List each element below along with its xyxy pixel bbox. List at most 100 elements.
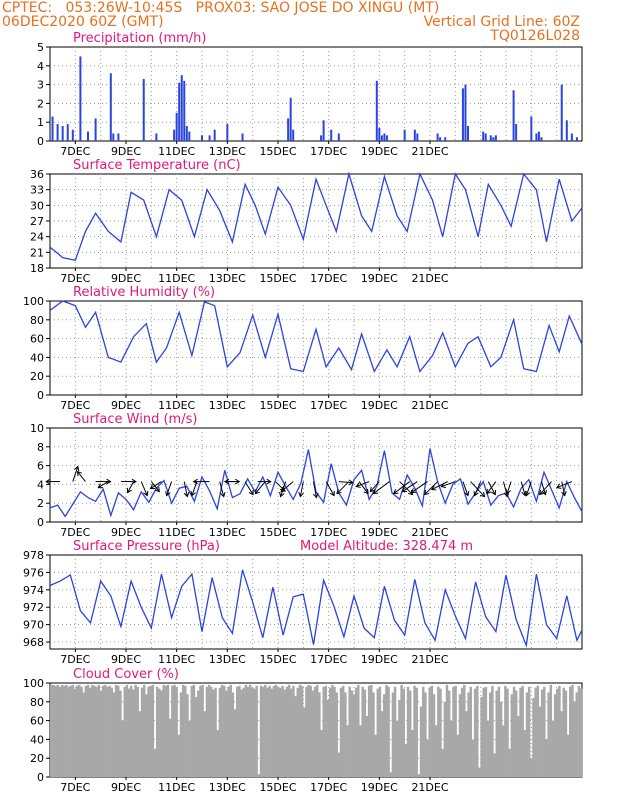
cloud-cover-bar: [203, 711, 207, 777]
wind-arrow-head: [73, 465, 80, 472]
precipitation-bar: [575, 137, 578, 141]
pressure-xtick-label: 19DEC: [361, 653, 398, 666]
cloud-cover-bar: [175, 686, 178, 777]
humidity-xtick-label: 21DEC: [411, 399, 448, 412]
wind-xtick-label: 17DEC: [310, 526, 347, 539]
cloud-cover-bar: [199, 685, 202, 777]
cloud-cover-bar: [88, 687, 92, 777]
precipitation-bar: [185, 125, 188, 141]
precipitation-bar: [94, 118, 97, 141]
cloud-cover-bar: [393, 686, 397, 777]
temperature-ytick-label: 24: [30, 231, 44, 244]
cloud-cover-bar: [367, 685, 371, 777]
cloud-cover-ytick-label: 80: [30, 696, 44, 709]
cloud-cover-bar: [56, 684, 59, 777]
cloud-cover-bar: [101, 685, 105, 777]
wind-arrow-head: [423, 489, 430, 496]
cloud-cover-xtick-label: 17DEC: [310, 781, 347, 794]
cloud-cover-bar: [447, 690, 451, 777]
cloud-cover-bar: [391, 692, 395, 777]
precipitation-bar: [537, 131, 540, 141]
precipitation-bar: [142, 78, 145, 141]
cloud-cover-bar: [114, 684, 118, 777]
humidity-xtick-label: 17DEC: [310, 399, 347, 412]
precipitation-bar: [560, 84, 563, 141]
humidity-ytick-label: 100: [23, 295, 44, 308]
cloud-cover-bar: [333, 686, 336, 777]
wind-arrow-shaft: [72, 466, 79, 482]
cloud-cover-bar: [478, 767, 481, 777]
wind-arrow-head: [363, 488, 369, 495]
cloud-cover-bar: [530, 758, 533, 777]
temperature-ytick-label: 33: [30, 184, 44, 197]
cloud-cover-bar: [194, 697, 198, 777]
wind-arrow-head: [401, 487, 408, 493]
model-id: TQ0126L028: [490, 28, 580, 44]
precipitation-bar: [464, 84, 467, 141]
cloud-cover-bar: [257, 774, 261, 777]
humidity-ytick-label: 80: [30, 314, 44, 327]
cloud-cover-bar: [279, 687, 282, 777]
cloud-cover-bar: [473, 688, 477, 777]
cloud-cover-bar: [216, 730, 219, 777]
cloud-cover-bar: [160, 690, 163, 777]
wind-arrow-shaft: [280, 481, 287, 497]
cloud-cover-bar: [493, 753, 496, 777]
cloud-cover-bar: [575, 692, 578, 777]
cloud-cover-bar: [402, 688, 405, 777]
cloud-cover-bar: [93, 685, 96, 777]
cloud-cover-bar: [484, 686, 488, 777]
cloud-cover-bar: [519, 687, 522, 777]
cloud-cover-bar: [309, 685, 312, 777]
wind-arrow-head: [183, 492, 190, 498]
cloud-cover-bar: [281, 685, 284, 777]
cloud-cover-bar: [283, 689, 287, 777]
wind-arrow-shaft: [183, 481, 188, 497]
cloud-cover-bar: [305, 686, 308, 777]
precipitation-bar: [436, 133, 439, 141]
pressure-xtick-label: 21DEC: [411, 653, 448, 666]
cloud-cover-bar: [298, 684, 302, 777]
temperature-xtick-label: 7DEC: [60, 272, 90, 285]
cloud-cover-bar: [387, 686, 390, 777]
wind-arrow-head: [355, 482, 361, 488]
cloud-cover-bar: [95, 686, 98, 777]
cloud-cover-bar: [324, 685, 328, 777]
wind-arrow-head: [126, 487, 132, 494]
cloud-cover-bar: [294, 696, 297, 777]
wind-arrow-head: [154, 486, 160, 493]
cloud-cover-bar: [244, 684, 248, 777]
cloud-cover-bar: [190, 685, 194, 777]
wind-ytick-label: 10: [30, 422, 44, 435]
cloud-cover-bar: [80, 686, 83, 777]
precipitation-frame: [49, 46, 583, 142]
cloud-cover-bar: [571, 684, 574, 777]
cloud-cover-xtick-label: 7DEC: [60, 781, 90, 794]
precipitation-bar: [530, 116, 533, 141]
precipitation-bar: [416, 133, 419, 141]
humidity-ytick-label: 20: [30, 370, 44, 383]
cloud-cover-bar: [192, 684, 196, 777]
cloud-cover-bar: [569, 686, 572, 777]
cloud-cover-bar: [476, 685, 479, 777]
precipitation-bar: [570, 133, 573, 141]
cloud-cover-bar: [287, 684, 291, 777]
cloud-cover-bar: [307, 684, 310, 777]
precipitation-xtick-label: 15DEC: [259, 145, 296, 158]
wind-xtick-label: 11DEC: [158, 526, 195, 539]
cloud-cover-bar: [562, 687, 565, 777]
cloud-cover-bar: [463, 684, 466, 777]
wind-arrow-shaft: [486, 481, 497, 494]
precipitation-xtick-label: 21DEC: [411, 145, 448, 158]
cloud-cover-bar: [421, 686, 425, 777]
cloud-cover-bar: [264, 684, 267, 777]
cloud-cover-bar: [205, 686, 209, 777]
cloud-cover-bar: [501, 725, 505, 777]
precipitation-bar: [287, 118, 290, 141]
cloud-cover-xtick-label: 15DEC: [259, 781, 296, 794]
cloud-cover-ytick-label: 0: [37, 771, 44, 784]
wind-arrow-head: [266, 478, 272, 485]
wind-arrow-head: [143, 490, 149, 497]
humidity-line: [49, 300, 583, 374]
cloud-cover-bar: [210, 686, 213, 777]
